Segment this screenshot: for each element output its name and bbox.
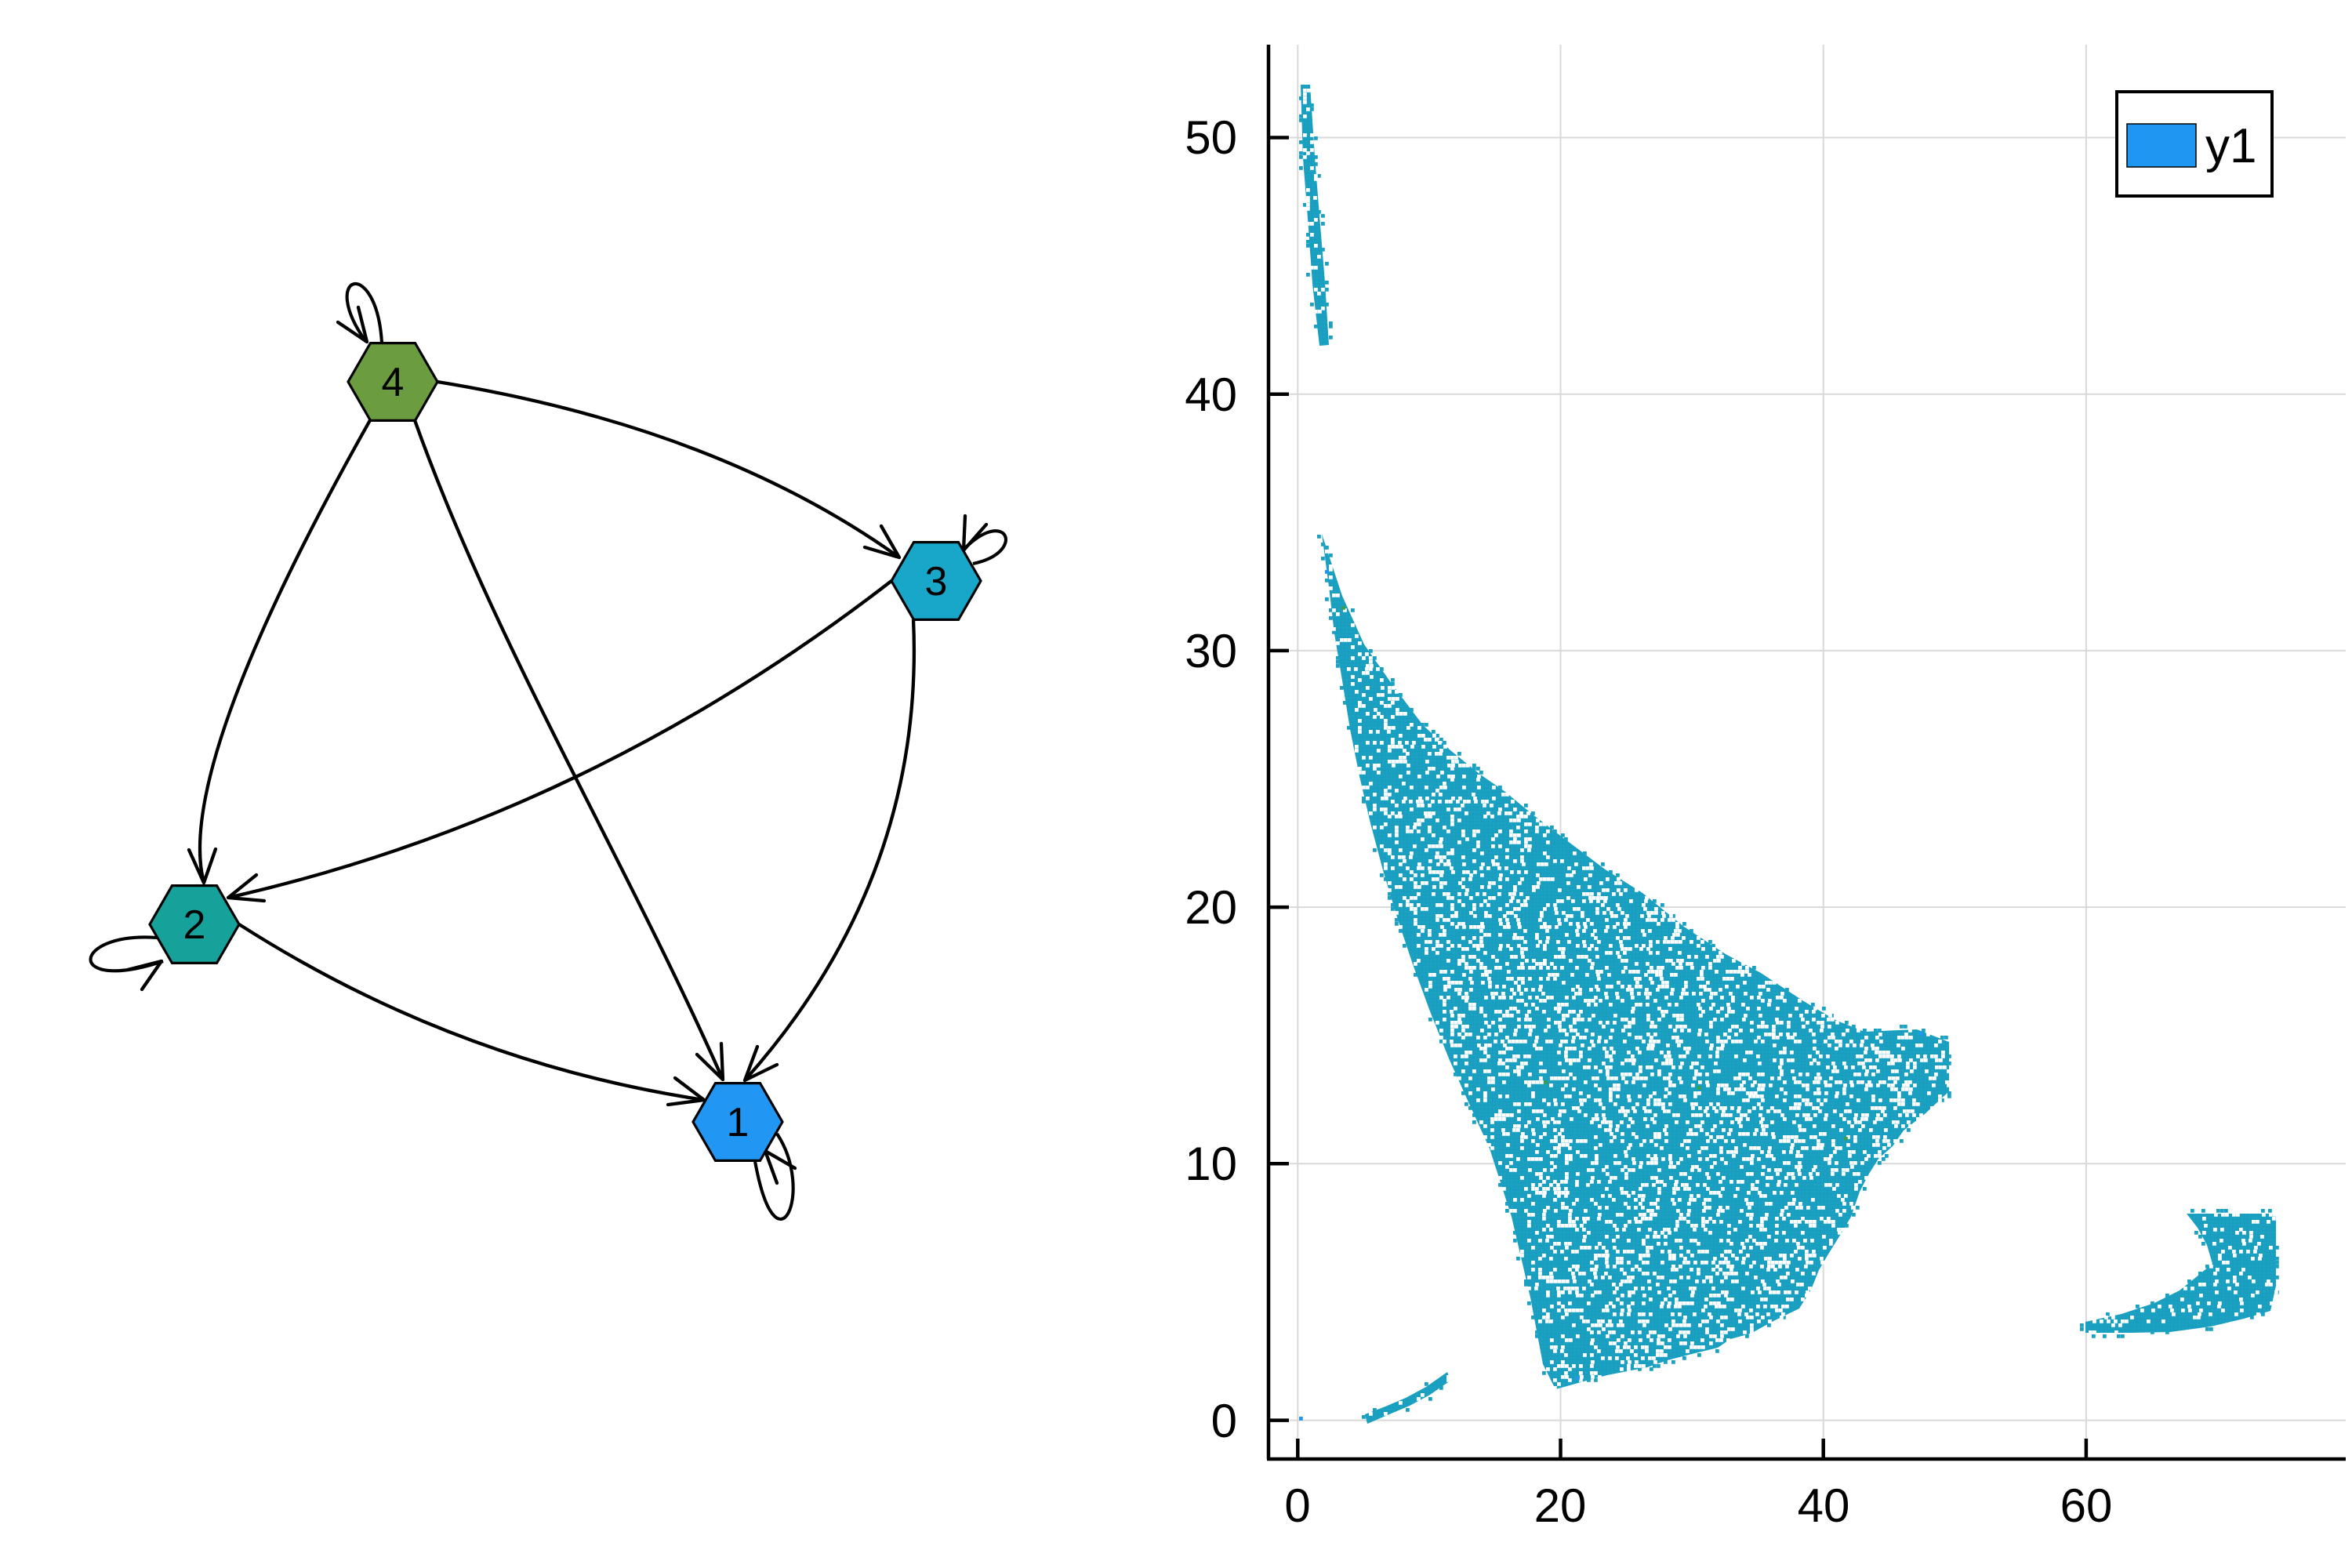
svg-text:10: 10 <box>1185 1138 1237 1190</box>
svg-text:40: 40 <box>1185 368 1237 421</box>
svg-text:y1: y1 <box>2205 119 2256 173</box>
svg-text:50: 50 <box>1185 111 1237 164</box>
svg-text:60: 60 <box>2060 1479 2113 1532</box>
svg-text:2: 2 <box>183 902 206 948</box>
svg-text:1: 1 <box>727 1100 750 1145</box>
svg-text:4: 4 <box>382 360 405 405</box>
svg-text:20: 20 <box>1534 1479 1587 1532</box>
svg-text:0: 0 <box>1284 1479 1310 1532</box>
svg-text:0: 0 <box>1211 1395 1237 1447</box>
svg-text:3: 3 <box>925 559 948 604</box>
svg-text:40: 40 <box>1798 1479 1850 1532</box>
svg-text:30: 30 <box>1185 625 1237 677</box>
svg-text:20: 20 <box>1185 881 1237 934</box>
